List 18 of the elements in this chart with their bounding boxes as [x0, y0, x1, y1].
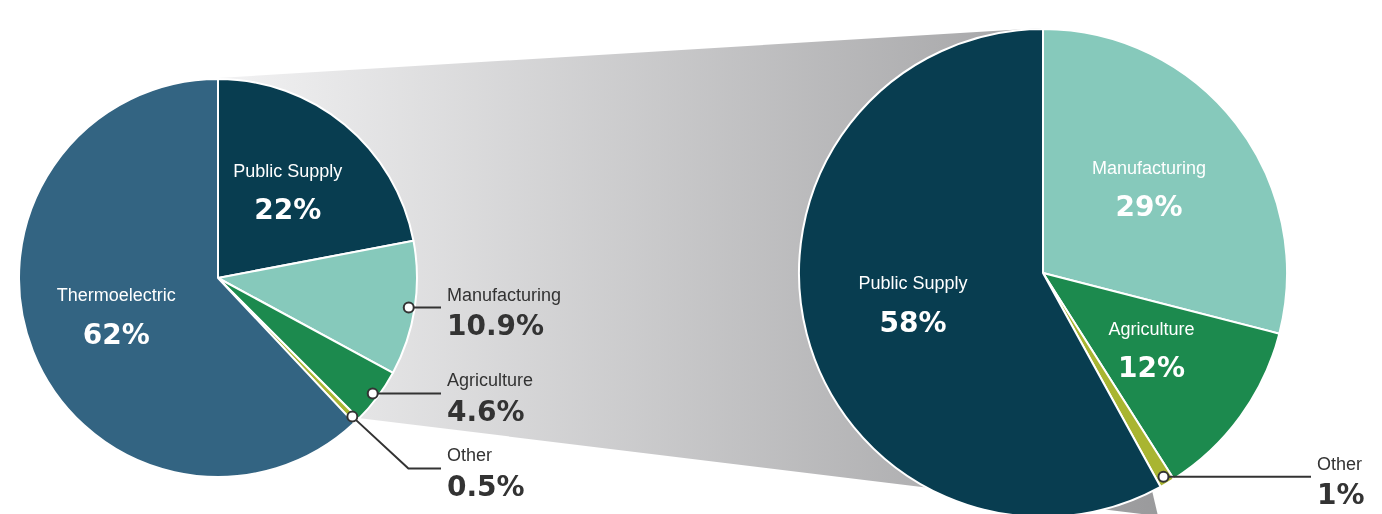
data-label: 58%	[879, 305, 947, 339]
slice-label: Thermoelectric	[56, 285, 176, 306]
data-label: 4.6%	[447, 394, 525, 428]
data-label: 0.5%	[447, 469, 525, 503]
slice-label: Agriculture	[1108, 318, 1195, 339]
slice-label: Other	[1317, 453, 1363, 474]
slice-label: Manufacturing	[1092, 157, 1207, 178]
slice-label: Manufacturing	[447, 284, 562, 305]
data-label: 10.9%	[447, 308, 545, 342]
data-label: 12%	[1118, 351, 1186, 385]
slice-label: Public Supply	[233, 160, 343, 181]
data-label: 1%	[1317, 478, 1365, 511]
data-label: 29%	[1115, 190, 1183, 224]
slice-label: Agriculture	[447, 370, 534, 391]
slice-label: Other	[447, 445, 493, 466]
data-label: 62%	[82, 317, 150, 351]
slice-label: Public Supply	[858, 273, 968, 294]
data-label: 22%	[254, 192, 322, 226]
